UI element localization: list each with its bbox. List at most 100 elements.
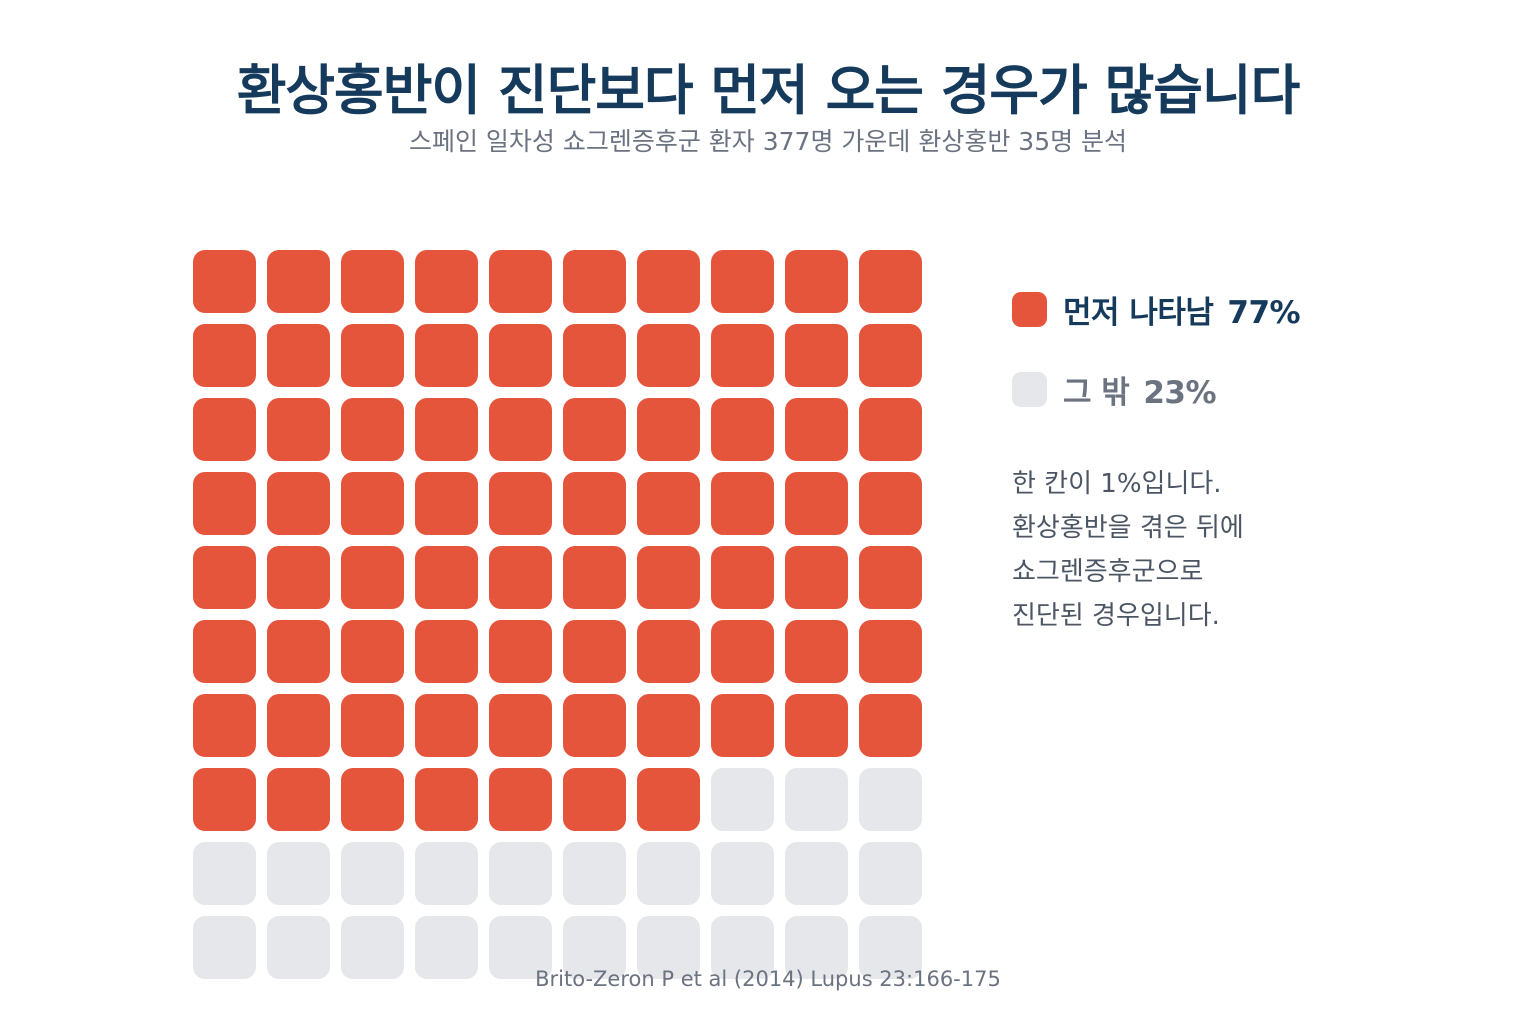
waffle-cell-first [341, 546, 404, 609]
waffle-cell-first [859, 694, 922, 757]
waffle-cell-first [489, 398, 552, 461]
waffle-cell-first [415, 324, 478, 387]
waffle-cell-first [267, 620, 330, 683]
waffle-cell-first [563, 620, 626, 683]
explanation-note: 한 칸이 1%입니다. 환상홍반을 겪은 뒤에 쇼그렌증후군으로 진단된 경우입… [1012, 462, 1432, 638]
chart-subtitle: 스페인 일차성 쇼그렌증후군 환자 377명 가운데 환상홍반 35명 분석 [408, 127, 1128, 156]
waffle-cell-first [785, 398, 848, 461]
waffle-cell-first [785, 546, 848, 609]
waffle-cell-first [711, 324, 774, 387]
waffle-cell-first [637, 250, 700, 313]
waffle-cell-first [341, 398, 404, 461]
waffle-cell-second [859, 842, 922, 905]
waffle-cell-second [415, 916, 478, 979]
waffle-cell-first [563, 250, 626, 313]
waffle-cell-first [193, 768, 256, 831]
waffle-cell-first [489, 620, 552, 683]
waffle-cell-first [637, 546, 700, 609]
waffle-cell-first [489, 694, 552, 757]
waffle-cell-first [193, 694, 256, 757]
waffle-cell-second [711, 768, 774, 831]
legend-label-second: 그 밖 23% [1063, 367, 1217, 412]
waffle-cell-first [637, 398, 700, 461]
waffle-cell-first [711, 250, 774, 313]
waffle-cell-second [563, 842, 626, 905]
waffle-cell-first [267, 694, 330, 757]
waffle-cell-first [563, 472, 626, 535]
waffle-cell-first [193, 620, 256, 683]
note-line: 한 칸이 1%입니다. [1012, 469, 1222, 499]
note-line: 진단된 경우입니다. [1012, 601, 1220, 631]
waffle-cell-first [267, 398, 330, 461]
waffle-cell-first [637, 324, 700, 387]
legend-swatch-first [1012, 291, 1047, 327]
waffle-cell-first [489, 768, 552, 831]
waffle-cell-first [415, 250, 478, 313]
chart-title: 환상홍반이 진단보다 먼저 오는 경우가 많습니다 [236, 59, 1301, 122]
waffle-cell-second [785, 768, 848, 831]
waffle-cell-first [341, 324, 404, 387]
waffle-cell-first [193, 398, 256, 461]
waffle-cell-first [563, 398, 626, 461]
waffle-cell-first [711, 694, 774, 757]
legend-label-first: 먼저 나타남 77% [1063, 287, 1301, 332]
waffle-cell-first [267, 546, 330, 609]
waffle-cell-second [711, 916, 774, 979]
waffle-cell-first [859, 250, 922, 313]
waffle-cell-second [785, 916, 848, 979]
waffle-cell-second [489, 916, 552, 979]
waffle-cell-first [859, 324, 922, 387]
waffle-cell-first [415, 472, 478, 535]
waffle-cell-first [563, 324, 626, 387]
waffle-cell-first [267, 324, 330, 387]
waffle-cell-first [341, 768, 404, 831]
waffle-cell-first [563, 694, 626, 757]
waffle-cell-first [859, 472, 922, 535]
waffle-cell-second [637, 916, 700, 979]
waffle-cell-first [785, 250, 848, 313]
waffle-cell-first [193, 250, 256, 313]
waffle-cell-first [711, 472, 774, 535]
waffle-cell-first [489, 472, 552, 535]
waffle-cell-second [341, 842, 404, 905]
waffle-cell-first [193, 324, 256, 387]
waffle-cell-second [785, 842, 848, 905]
source-citation: Brito-Zeron P et al (2014) Lupus 23:166-… [535, 967, 1001, 991]
waffle-cell-first [637, 620, 700, 683]
waffle-cell-first [341, 620, 404, 683]
waffle-cell-first [859, 398, 922, 461]
note-line: 쇼그렌증후군으로 [1012, 557, 1204, 587]
waffle-cell-first [193, 546, 256, 609]
waffle-cell-second [193, 842, 256, 905]
waffle-cell-second [563, 916, 626, 979]
waffle-cell-second [267, 842, 330, 905]
waffle-cell-first [341, 694, 404, 757]
legend-item-second: 그 밖 23% [1012, 367, 1217, 412]
note-line: 환상홍반을 겪은 뒤에 [1012, 513, 1244, 543]
waffle-cell-first [785, 694, 848, 757]
waffle-cell-second [859, 916, 922, 979]
waffle-cell-first [415, 546, 478, 609]
waffle-cell-second [859, 768, 922, 831]
legend-value-first: 77% [1227, 294, 1301, 331]
waffle-cell-first [785, 620, 848, 683]
waffle-cell-first [489, 546, 552, 609]
waffle-cell-first [415, 694, 478, 757]
waffle-cell-first [415, 620, 478, 683]
waffle-cell-second [267, 916, 330, 979]
waffle-cell-first [489, 324, 552, 387]
waffle-cell-second [489, 842, 552, 905]
waffle-cell-first [341, 472, 404, 535]
waffle-cell-second [637, 842, 700, 905]
waffle-cell-first [785, 472, 848, 535]
waffle-cell-first [489, 250, 552, 313]
legend-item-first: 먼저 나타남 77% [1012, 287, 1301, 332]
legend-value-second: 23% [1143, 374, 1217, 411]
waffle-cell-second [341, 916, 404, 979]
waffle-cell-first [711, 398, 774, 461]
waffle-cell-first [267, 472, 330, 535]
waffle-cell-first [267, 768, 330, 831]
waffle-cell-second [711, 842, 774, 905]
waffle-cell-first [785, 324, 848, 387]
waffle-cell-second [193, 916, 256, 979]
